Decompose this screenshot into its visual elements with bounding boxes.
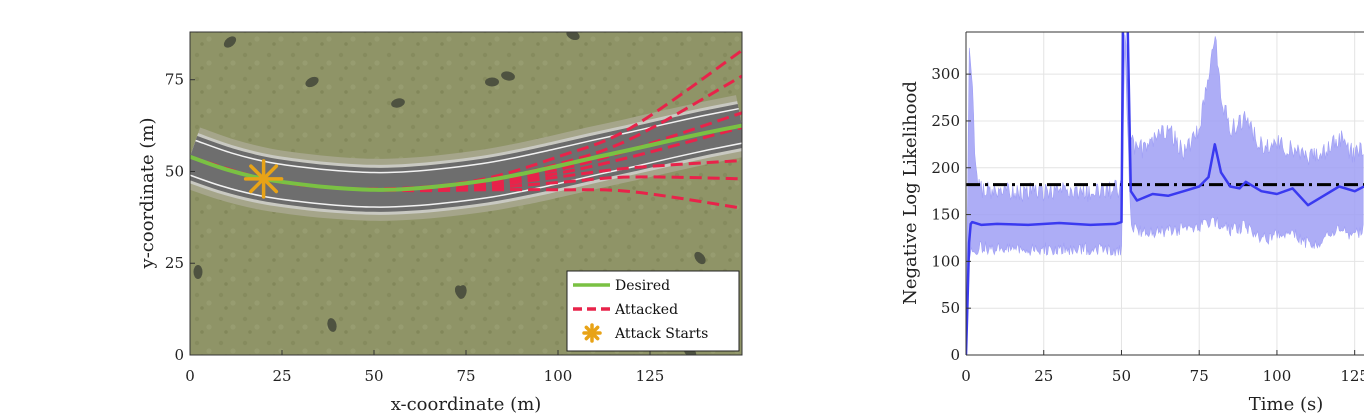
x-tick-label: 75 (1190, 367, 1209, 385)
x-tick-label: 25 (272, 367, 291, 385)
y-tick-label: 200 (931, 159, 960, 177)
rocks (193, 32, 706, 355)
y-tick-label: 250 (931, 112, 960, 130)
attack-start-stroke (249, 164, 279, 194)
axis-ticks: 0 25 50 75 100 125 0 50 100 150 200 250 300 (931, 65, 1364, 385)
legend-swatch-attack-starts (582, 323, 602, 343)
x-axis-label: x-coordinate (m) (391, 394, 542, 415)
y-tick-label: 25 (165, 254, 184, 272)
x-tick-label: 75 (456, 367, 475, 385)
rock (694, 251, 706, 265)
rock (501, 71, 515, 81)
trajectory-plot: 0 25 50 75 100 125 0 25 50 75 x-coordinate (m) y-… (137, 31, 743, 415)
rock (223, 36, 237, 48)
desired-trajectory (190, 123, 742, 192)
rock (305, 76, 319, 88)
rock (485, 77, 499, 87)
y-tick-label: 300 (931, 65, 960, 83)
y-tick-label: 0 (174, 346, 184, 364)
x-tick-label: 0 (185, 367, 195, 385)
rock (391, 98, 405, 108)
y-tick-label: 75 (165, 71, 184, 89)
x-tick-label: 100 (1263, 367, 1292, 385)
x-tick-label: 50 (1112, 367, 1131, 385)
y-tick-label: 50 (165, 162, 184, 180)
x-tick-label: 100 (544, 367, 573, 385)
rock (327, 318, 337, 332)
x-tick-label: 50 (364, 367, 383, 385)
axis-ticks: 0 25 50 75 100 125 0 25 50 75 (165, 71, 664, 385)
x-tick-label: 25 (1034, 367, 1053, 385)
y-axis-label: y-coordinate (m) (137, 118, 158, 270)
legend: Desired Attacked Attack Starts (566, 270, 740, 352)
x-tick-label: 0 (961, 367, 971, 385)
y-tick-label: 50 (941, 299, 960, 317)
likelihood-plot: 0 25 50 75 100 125 0 50 100 150 200 250 300 Time (s)… (900, 31, 1364, 415)
y-axis-label: Negative Log Likelihood (900, 81, 921, 305)
legend-label-attack-starts: Attack Starts (614, 326, 708, 342)
rock (457, 285, 467, 299)
legend-label-attacked: Attacked (614, 302, 678, 318)
trajectories (190, 49, 742, 210)
y-tick-label: 100 (931, 252, 960, 270)
x-tick-label: 125 (1340, 367, 1364, 385)
legend-star-stroke (584, 325, 600, 341)
y-tick-label: 150 (931, 206, 960, 224)
y-tick-label: 0 (950, 346, 960, 364)
legend-label-desired: Desired (615, 278, 670, 294)
x-axis-label: Time (s) (1249, 394, 1324, 415)
likelihood-series (966, 32, 1364, 355)
attack-start-marker (243, 159, 284, 199)
x-tick-label: 125 (636, 367, 665, 385)
rock (193, 265, 203, 279)
likelihood-mean-line (966, 32, 1364, 355)
